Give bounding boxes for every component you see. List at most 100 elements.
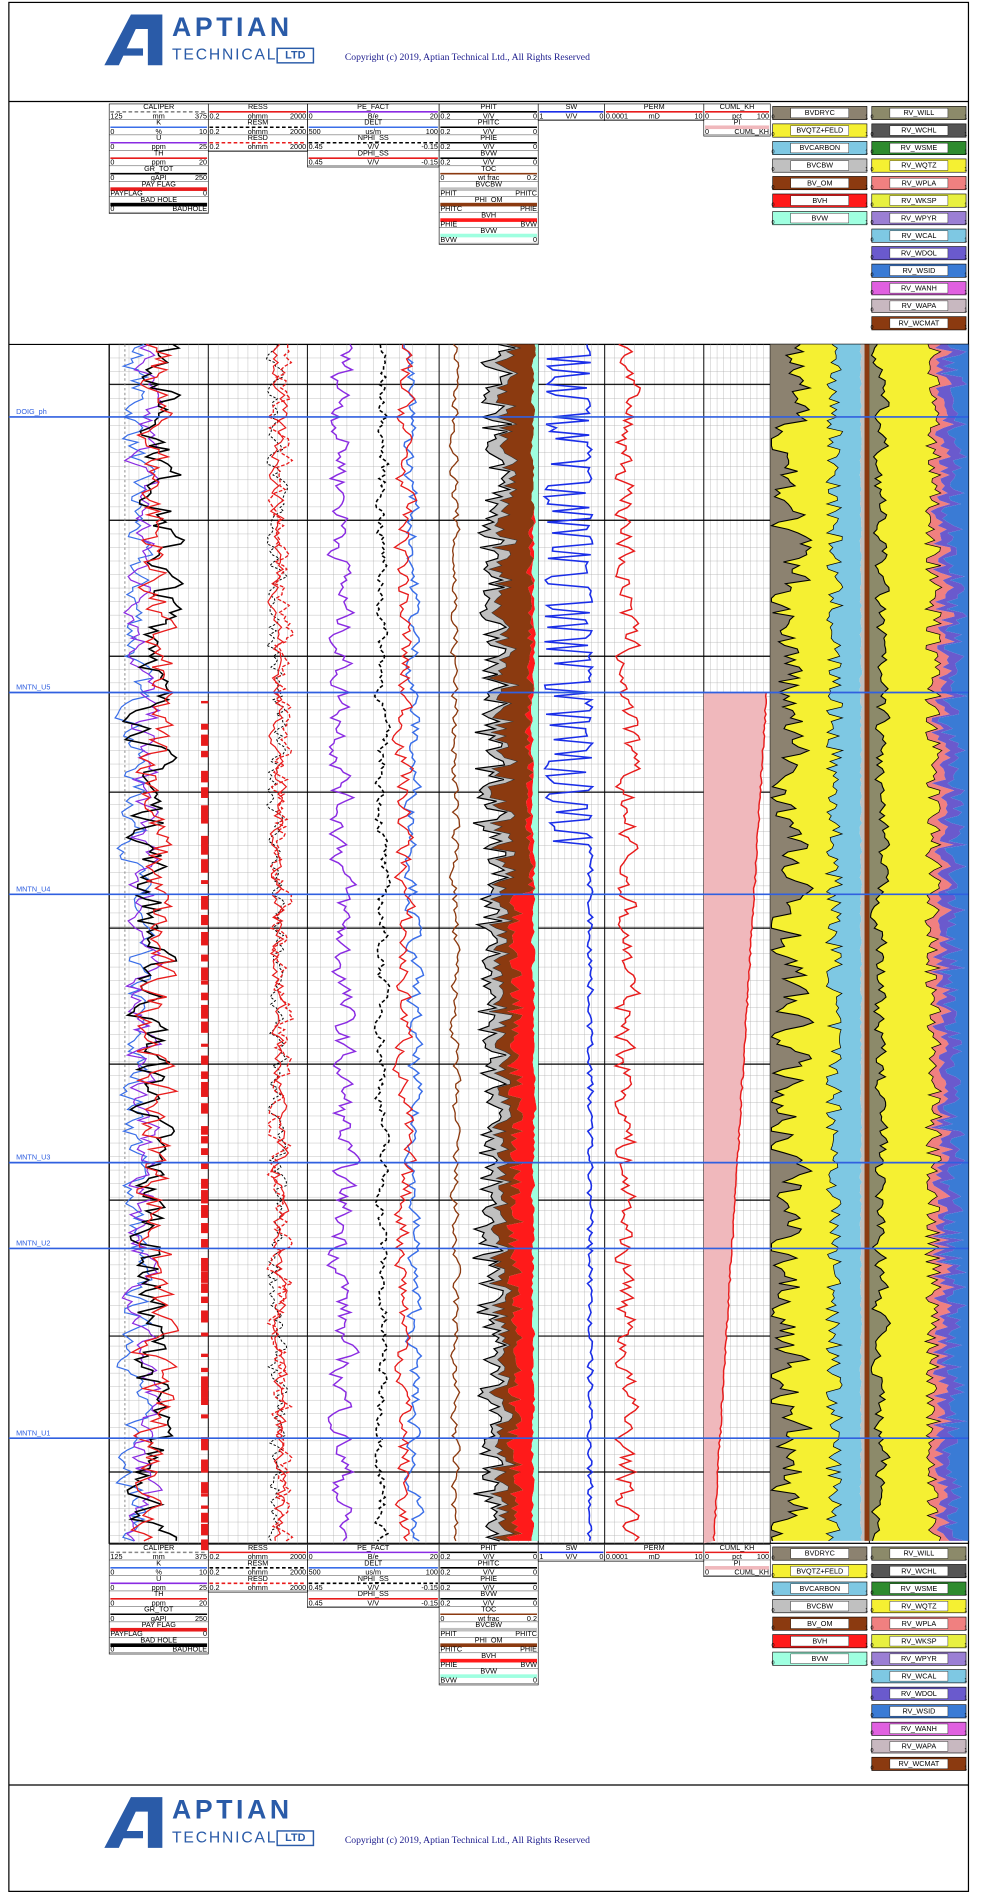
legend-name: RV_WKSP — [901, 1636, 936, 1645]
formation-top-label: MNTN_U1 — [16, 1428, 50, 1437]
legend-scale-left: PHIT — [440, 1629, 457, 1638]
legend-scale-left: 0 — [871, 237, 874, 243]
logo-mark — [104, 14, 163, 66]
legend-scale-right: 1 — [964, 1678, 967, 1684]
legend-scale-right: 0 — [533, 1552, 537, 1561]
legend-scale-right: 2000 — [290, 127, 306, 136]
legend-unit: V/V — [367, 158, 379, 167]
legend-name: RV_WKSP — [901, 196, 936, 205]
legend-scale-left: 0.2 — [440, 1598, 450, 1607]
legend-scale-left: 0.0001 — [606, 1552, 628, 1561]
legend-scale-left: 0 — [771, 1590, 774, 1596]
legend-label-box — [889, 1548, 949, 1559]
legend-scale-left: 0 — [871, 202, 874, 208]
formation-top-label: MNTN_U4 — [16, 884, 50, 893]
legend-box — [108, 103, 209, 214]
legend-label-box — [889, 1601, 949, 1612]
legend-name: BVH — [812, 1636, 827, 1645]
legend-name: RV_WSME — [901, 143, 938, 152]
log-curve — [121, 343, 164, 1542]
legend-scale-right: 100 — [757, 1552, 769, 1561]
legend-scale-left: 0 — [871, 132, 874, 138]
legend-scale-right: 0.2 — [527, 1614, 537, 1623]
legend-name: DELT — [364, 118, 383, 127]
legend-scale-left: 0.45 — [309, 142, 323, 151]
pay-flag — [201, 1126, 209, 1135]
legend-scale-right: 0 — [533, 235, 537, 244]
legend-box — [438, 1544, 539, 1686]
legend-name: PAY FLAG — [142, 180, 177, 189]
legend-name: TH — [154, 149, 164, 158]
legend-scale-right: 1 — [865, 1608, 868, 1614]
legend-scale-left: 0 — [771, 220, 774, 226]
log-curve — [712, 692, 767, 1542]
legend-name: GR_TOT — [144, 164, 174, 173]
legend-unit: V/V — [483, 1598, 495, 1607]
legend-unit: gAPI — [151, 173, 167, 182]
logo-ltd: LTD — [285, 49, 305, 61]
legend-name: RV_WSME — [901, 1584, 938, 1593]
legend-scale-left: 0.45 — [309, 1583, 323, 1592]
legend-scale-left: 0.2 — [440, 111, 450, 120]
legend-name: CUML_KH — [720, 102, 755, 111]
pay-flag — [201, 723, 209, 730]
legend-label-box — [889, 1583, 949, 1594]
legend-label-box — [790, 1601, 849, 1612]
log-fill — [530, 344, 539, 1541]
legend-scale-left: 0.2 — [440, 1583, 450, 1592]
legend-scale-right: 2000 — [290, 142, 306, 151]
legend-scale-left: 125 — [110, 1552, 122, 1561]
copyright: Copyright (c) 2019, Aptian Technical Ltd… — [345, 52, 590, 63]
legend-scale-left: 0.0001 — [606, 111, 628, 120]
legend-name: RV_WCHL — [901, 1566, 936, 1575]
legend-unit: us/m — [365, 127, 381, 136]
pay-flag — [201, 1223, 209, 1234]
pay-flag — [201, 750, 209, 758]
legend-scale-left: 0 — [771, 115, 774, 121]
legend-scale-right: 1 — [964, 1608, 967, 1614]
legend-label-box — [889, 300, 949, 311]
logo-ltd-box — [276, 47, 315, 64]
legend-scale-right: 1 — [964, 1573, 967, 1579]
legend-scale-right: 0 — [533, 1676, 537, 1685]
legend-scale-right: 1 — [964, 1695, 967, 1701]
legend-scale-right: PHIE — [520, 204, 537, 213]
legend-scale-left: BVW — [440, 1676, 457, 1685]
legend-label-box — [790, 1636, 849, 1647]
legend-scale-left: 0 — [309, 111, 313, 120]
legend-label-box — [889, 1758, 949, 1769]
pay-flag — [201, 1397, 209, 1405]
legend-label-box — [889, 1723, 949, 1734]
legend-unit: % — [156, 1567, 163, 1576]
legend-label-box — [790, 1618, 849, 1629]
legend-label-box — [889, 160, 949, 171]
legend-name: PAY FLAG — [142, 1620, 177, 1629]
legend-scale-left: 0 — [110, 1583, 114, 1592]
legend-scale-left: 0.45 — [309, 158, 323, 167]
legend-scale-right: 1 — [964, 1660, 967, 1666]
legend-scale-right: PHITC — [515, 189, 537, 198]
legend-name: RESM — [247, 1558, 268, 1567]
legend-scale-right: 250 — [195, 173, 207, 182]
legend-scale-right: 1 — [964, 1713, 967, 1719]
legend-scale-right: 2000 — [290, 1552, 306, 1561]
legend-name: BVCBW — [807, 1601, 834, 1610]
log-fill — [472, 344, 521, 1541]
legend-scale-left: 0 — [110, 158, 114, 167]
log-curve — [391, 344, 418, 1542]
legend-scale-right: 1 — [964, 1748, 967, 1754]
legend-scale-right: PHITC — [515, 1629, 537, 1638]
log-fill — [937, 344, 969, 1541]
log-curve — [923, 344, 943, 1542]
legend-scale-left: 500 — [309, 127, 321, 136]
legend-label-box — [889, 107, 949, 119]
legend-unit: ppm — [152, 1598, 166, 1607]
legend-scale-right: 0 — [533, 1583, 537, 1592]
legend-scale-right: 1 — [865, 115, 868, 121]
pay-flag — [201, 980, 209, 985]
legend-scale-left: 0.2 — [209, 1583, 219, 1592]
legend-fill — [440, 187, 538, 191]
legend-scale-left: 0 — [771, 1660, 774, 1666]
pay-flag — [201, 1437, 209, 1451]
legend-unit: V/V — [367, 142, 379, 151]
